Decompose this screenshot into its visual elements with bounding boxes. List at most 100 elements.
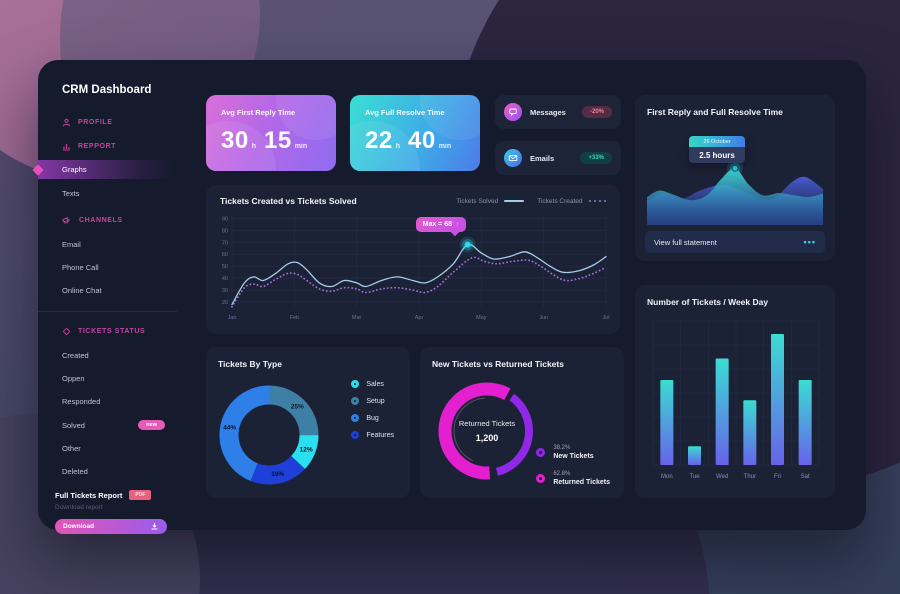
tickets-solved-label: Tickets Solved [456, 197, 499, 205]
app-title: CRM Dashboard [62, 84, 152, 96]
weekday-bar-chart: Mon Tue Wed Thur Fri Sat [652, 320, 820, 480]
download-button[interactable]: Download [55, 519, 167, 534]
view-full-statement-label: View full statement [654, 237, 717, 247]
first-reply-minutes: 15 [263, 127, 292, 154]
sidebar-item-other[interactable]: Other [38, 444, 177, 453]
full-resolve-minutes-unit: min [438, 143, 452, 150]
bar-chart-title: Number of Tickets / Week Day [647, 297, 769, 307]
emails-delta-badge: +33% [580, 152, 612, 164]
new-badge: new [138, 420, 165, 430]
messages-chat-icon [504, 103, 522, 121]
bar-label: Fri [774, 474, 781, 480]
max-tooltip-text: Max = 68 [422, 220, 452, 228]
profile-header-label: PROFILE [78, 119, 113, 126]
sidebar-section-report[interactable]: REPPORT [38, 142, 177, 151]
sidebar-item-email[interactable]: Email [38, 240, 177, 249]
tickets-status-header-label: TICKETS STATUS [78, 328, 146, 335]
sidebar-item-texts[interactable]: Texts [38, 189, 177, 198]
donut-segment-bug [219, 385, 319, 485]
new-vs-returned-legend: 38.2% New Tickets 62.8% Returned Tickets [536, 445, 610, 486]
download-report-subtitle: Download report [55, 504, 103, 511]
tickets-by-type-card: Tickets By Type 25% 12% 19% 44% Sales Setup B… [206, 347, 410, 498]
sidebar: CRM Dashboard PROFILE REPPORT Graphs [32, 60, 177, 534]
sidebar-item-solved[interactable]: Solved new [38, 420, 177, 430]
sidebar-item-oppen[interactable]: Oppen [38, 374, 177, 383]
avg-full-resolve-title: Avg Full Resolve Time [365, 108, 445, 117]
avg-first-reply-card[interactable]: Avg First Reply Time 30 h 15 min [206, 95, 336, 171]
donut-segment-pct: 44% [223, 425, 236, 432]
legend-item-setup[interactable]: Setup [351, 397, 394, 405]
line-chart-title: Tickets Created vs Tickets Solved [220, 196, 357, 206]
sidebar-item-deleted[interactable]: Deleted [38, 467, 177, 476]
sidebar-item-graphs[interactable]: Graphs [32, 160, 177, 179]
email-label: Email [62, 240, 81, 249]
legend-tickets-solved[interactable]: Tickets Solved [456, 197, 525, 205]
returned-tickets-center-value: 1,200 [475, 433, 499, 443]
avg-full-resolve-card[interactable]: Avg Full Resolve Time 22 h 40 min [350, 95, 480, 171]
legend-item-bug[interactable]: Bug [351, 414, 394, 422]
sidebar-section-channels[interactable]: CHANNELS [38, 216, 177, 225]
y-tick-label: 80 [222, 228, 228, 234]
report-header-label: REPPORT [78, 143, 117, 150]
line-series-dotted [231, 256, 607, 308]
tickets-per-weekday-card: Number of Tickets / Week Day Mon Tue Wed Th… [635, 285, 835, 498]
line-chart-legend: Tickets Solved Tickets Created [456, 198, 606, 205]
legend-ring-icon [351, 380, 360, 388]
line-chart-header: Tickets Created vs Tickets Solved Ticket… [206, 185, 620, 206]
pdf-badge: PDF [129, 490, 152, 500]
legend-item-new-tickets[interactable]: 38.2% New Tickets [536, 445, 610, 460]
emails-card[interactable]: Emails +33% [495, 141, 621, 175]
legend-item-features[interactable]: Features [351, 431, 394, 439]
bar-tue [688, 446, 701, 465]
tickets-created-vs-solved-card: Tickets Created vs Tickets Solved Ticket… [206, 185, 620, 334]
max-tooltip-arrow-icon: ↑ [456, 220, 460, 228]
donut-segment-features [219, 385, 319, 485]
returned-tickets-center-label: Returned Tickets [458, 419, 516, 428]
legend-percent: 62.8% [553, 471, 571, 477]
line-series-solid [231, 243, 607, 306]
channels-header-label: CHANNELS [79, 217, 123, 224]
full-resolve-hours-unit: h [395, 143, 400, 150]
sidebar-item-responded[interactable]: Responded [38, 397, 177, 406]
sidebar-item-created[interactable]: Created [38, 351, 177, 360]
sidebar-item-phone-call[interactable]: Phone Call [38, 263, 177, 272]
view-full-statement-button[interactable]: View full statement ••• [645, 231, 825, 253]
y-tick-label: 30 [222, 288, 228, 294]
emails-envelope-icon [504, 149, 522, 167]
max-marker-dot [464, 241, 471, 248]
tickets-created-label: Tickets Created [537, 197, 583, 205]
legend-tickets-created[interactable]: Tickets Created [537, 198, 606, 205]
download-button-label: Download [63, 523, 95, 530]
bar-fri [771, 333, 784, 465]
legend-ring-icon [351, 431, 360, 439]
sidebar-section-profile[interactable]: PROFILE [38, 118, 177, 127]
tickets-by-type-legend: Sales Setup Bug Features [351, 380, 394, 439]
dashboard-content: Avg First Reply Time 30 h 15 min Avg Ful… [177, 60, 866, 530]
emails-label: Emails [530, 153, 555, 163]
ticket-status-icon [63, 328, 70, 335]
bar-thur [743, 400, 757, 465]
legend-ring-icon [351, 397, 360, 405]
download-icon [151, 523, 158, 530]
messages-card[interactable]: Messages -20% [495, 95, 621, 129]
solid-line-swatch-icon [504, 200, 525, 202]
bar-label: Sat [801, 474, 810, 480]
x-tick-label: Feb [290, 315, 299, 321]
line-chart-svg: 90 80 70 60 50 40 30 20 Jan Feb Mar Apr May Jun Jul [222, 216, 610, 321]
graphs-label: Graphs [62, 165, 87, 174]
legend-item-returned-tickets[interactable]: 62.8% Returned Tickets [536, 471, 610, 486]
max-tooltip: Max = 68 ↑ [415, 216, 467, 232]
sidebar-item-online-chat[interactable]: Online Chat [38, 286, 177, 295]
deleted-label: Deleted [62, 467, 88, 476]
sidebar-section-tickets-status[interactable]: TICKETS STATUS [38, 327, 177, 336]
profile-icon [62, 118, 71, 127]
donut-center-text: Returned Tickets 1,200 [437, 419, 537, 443]
legend-item-sales[interactable]: Sales [351, 380, 394, 388]
messages-label: Messages [530, 107, 566, 117]
y-tick-label: 90 [222, 216, 228, 222]
y-tick-label: 50 [222, 264, 228, 270]
avg-first-reply-title: Avg First Reply Time [221, 108, 296, 117]
bar-mon [660, 380, 674, 465]
bar-label: Wed [716, 474, 728, 480]
donut-segment-setup [219, 385, 319, 485]
